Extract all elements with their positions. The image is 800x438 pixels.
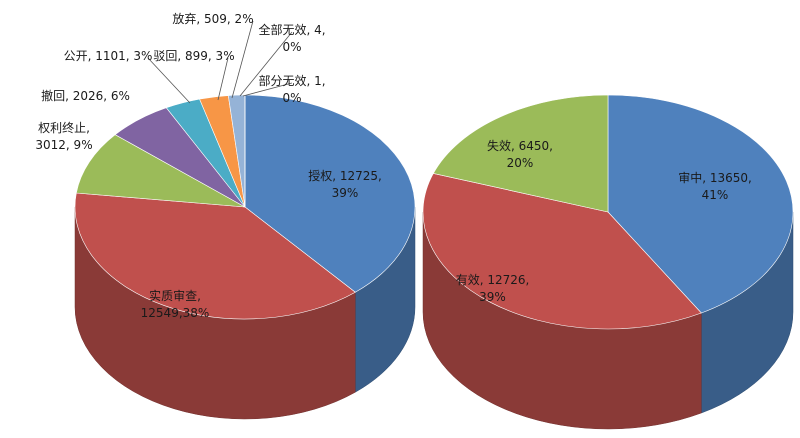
data-label: 放弃, 509, 2%: [172, 12, 254, 26]
data-label: 实质审查, 12549,38%: [140, 289, 210, 320]
leader-line: [239, 31, 293, 97]
slice: [422, 173, 702, 330]
data-label: 部分无效, 1, 0%: [258, 74, 326, 105]
slice: [607, 94, 794, 314]
leader-line: [217, 57, 229, 101]
slice: [74, 192, 356, 320]
slice: [432, 94, 609, 213]
data-label: 有效, 12726, 39%: [455, 273, 530, 304]
slice: [75, 134, 246, 208]
data-label: 授权, 12725, 39%: [308, 169, 382, 200]
data-label: 审中, 13650, 41%: [678, 171, 752, 202]
data-label: 驳回, 899, 3%: [153, 49, 235, 63]
data-label: 撤回, 2026, 6%: [41, 89, 130, 103]
data-label: 全部无效, 4, 0%: [258, 23, 326, 54]
data-label: 公开, 1101, 3%: [63, 49, 153, 63]
data-label: 失效, 6450, 20%: [487, 139, 553, 170]
leader-line: [147, 57, 191, 104]
leader-line: [242, 82, 293, 97]
leader-line: [231, 20, 254, 99]
data-label: 权利终止, 3012, 9%: [35, 121, 93, 152]
slice: [244, 94, 416, 293]
